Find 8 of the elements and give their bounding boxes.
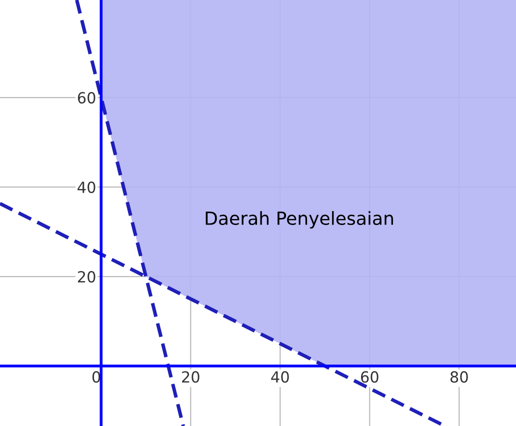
x-tick-label: 20	[182, 371, 200, 383]
x-tick-label: 80	[450, 371, 468, 383]
y-tick-label: 40	[78, 182, 96, 194]
annotation: Daerah Penyelesaian	[206, 211, 393, 229]
x-tick-label: 40	[271, 371, 289, 383]
x-tick-label: 60	[361, 371, 378, 383]
y-tick-label: 20	[78, 271, 96, 283]
y-tick-label: 60	[78, 92, 96, 104]
